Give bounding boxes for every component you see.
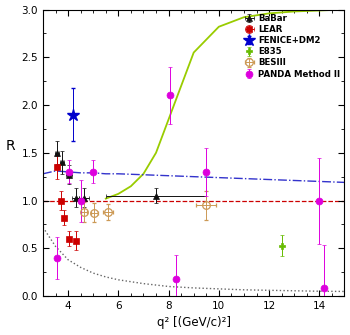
Legend: BaBar, LEAR, FENICE+DM2, E835, BESIII, PANDA Method II: BaBar, LEAR, FENICE+DM2, E835, BESIII, P…: [243, 12, 342, 80]
X-axis label: q² [(GeV/c)²]: q² [(GeV/c)²]: [157, 317, 231, 329]
Y-axis label: R: R: [6, 139, 15, 153]
